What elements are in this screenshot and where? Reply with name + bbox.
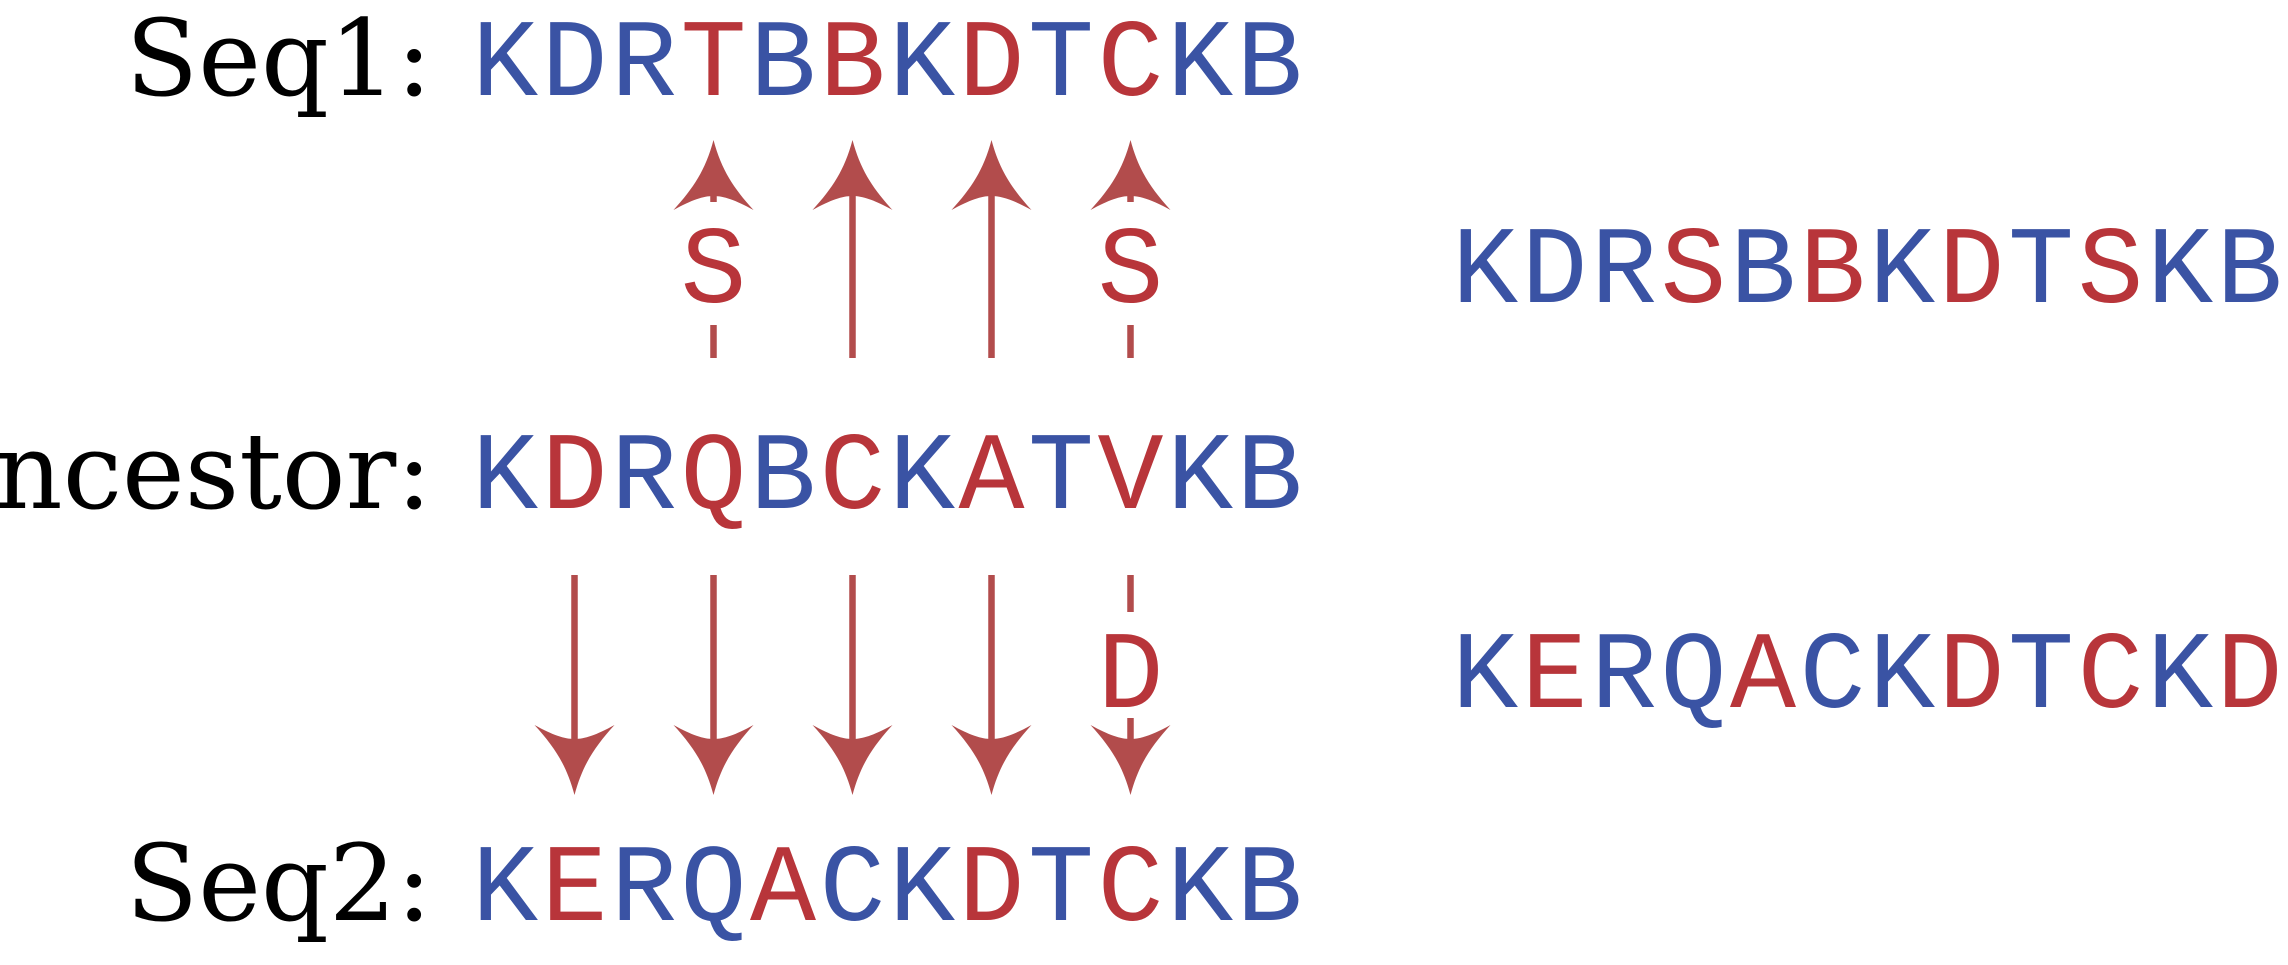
seq1-result-letter: K	[1869, 211, 1935, 336]
ancestor-letter: K	[889, 417, 955, 542]
seq1-result-letter: R	[1591, 211, 1657, 336]
ancestor-letter: Q	[680, 417, 746, 542]
seq1-result-letter: K	[1452, 211, 1518, 336]
seq2-result-letter: D	[1938, 616, 2004, 741]
mutation-arrow: D	[1090, 575, 1171, 795]
arrowhead	[951, 140, 1032, 210]
mutation-arrow	[951, 575, 1032, 795]
mutation-arrow	[951, 140, 1032, 358]
seq2-result-letter: R	[1591, 616, 1657, 741]
seq2-letter: K	[1167, 829, 1233, 954]
seq1-result-letter: S	[1660, 211, 1726, 336]
seq1-result-letter: K	[2147, 211, 2213, 336]
ancestor-label: Ancestor:	[0, 410, 432, 533]
ancestor-letter: C	[819, 417, 885, 542]
arrowhead	[673, 725, 754, 795]
ancestor-letter: T	[1028, 417, 1094, 542]
ancestor-letter: B	[750, 417, 816, 542]
seq2-label: Seq2:	[126, 822, 432, 945]
seq2-letter: K	[472, 829, 538, 954]
seq2-result-letter: T	[2008, 616, 2074, 741]
seq2-result-letter: C	[2077, 616, 2143, 741]
ancestor-letter: D	[541, 417, 607, 542]
seq1-letter: B	[1236, 4, 1302, 129]
seq2-letter: E	[541, 829, 607, 954]
mutation-label: S	[1097, 211, 1163, 336]
seq1-letter: K	[472, 4, 538, 129]
seq2-result-letter: D	[2216, 616, 2282, 741]
seq2-result-letter: K	[2147, 616, 2213, 741]
ancestor-letter: A	[958, 417, 1024, 542]
seq1-result-letter: T	[2008, 211, 2074, 336]
seq2-result-letter: K	[1452, 616, 1518, 741]
mutation-arrow	[812, 140, 893, 358]
seq1-label: Seq1:	[126, 0, 432, 120]
ancestor-letter: K	[472, 417, 538, 542]
mutation-arrow	[534, 575, 615, 795]
ancestor-letter: B	[1236, 417, 1302, 542]
seq1-letter: C	[1097, 4, 1163, 129]
seq1-letter: B	[750, 4, 816, 129]
seq1-letter: T	[680, 4, 746, 129]
seq1-letter: T	[1028, 4, 1094, 129]
seq1-result-letter: B	[1730, 211, 1796, 336]
seq2-result-letter: C	[1799, 616, 1865, 741]
seq1-letter: K	[889, 4, 955, 129]
arrowhead	[812, 140, 893, 210]
mutation-arrow	[673, 575, 754, 795]
arrowhead	[1090, 725, 1171, 795]
seq1-result-letter: D	[1521, 211, 1587, 336]
arrowhead	[534, 725, 615, 795]
seq1-result-letter: B	[2216, 211, 2282, 336]
mutation-arrows-down: D	[534, 575, 1171, 795]
seq1-letter: D	[541, 4, 607, 129]
seq2-result-letter: A	[1730, 616, 1796, 741]
arrowhead	[951, 725, 1032, 795]
seq2-letter: Q	[680, 829, 746, 954]
seq1-letter: R	[611, 4, 677, 129]
mutation-arrow: S	[673, 140, 754, 358]
ancestor-letter: K	[1167, 417, 1233, 542]
ancestor-letter: R	[611, 417, 677, 542]
seq1-result-letter: S	[2077, 211, 2143, 336]
seq2-result-letter: Q	[1660, 616, 1726, 741]
seq1-result-letter: B	[1799, 211, 1865, 336]
seq1-letter: B	[819, 4, 885, 129]
seq1-letter: K	[1167, 4, 1233, 129]
seq2-result-letter: E	[1521, 616, 1587, 741]
seq2-result-letter: K	[1869, 616, 1935, 741]
seq2-letter: D	[958, 829, 1024, 954]
arrowhead	[673, 140, 754, 210]
seq1-letter: D	[958, 4, 1024, 129]
seq2-letter: C	[819, 829, 885, 954]
seq2-letter: R	[611, 829, 677, 954]
mutation-arrow	[812, 575, 893, 795]
mutation-label: D	[1097, 616, 1163, 741]
mutation-label: S	[680, 211, 746, 336]
ancestor-letter: V	[1097, 417, 1163, 542]
seq1-result-letter: D	[1938, 211, 2004, 336]
mutation-arrow: S	[1090, 140, 1171, 358]
seq2-letter: B	[1236, 829, 1302, 954]
seq2-letter: A	[750, 829, 816, 954]
arrowhead	[1090, 140, 1171, 210]
arrowhead	[812, 725, 893, 795]
seq2-letter: K	[889, 829, 955, 954]
seq2-letter: T	[1028, 829, 1094, 954]
seq2-letter: C	[1097, 829, 1163, 954]
